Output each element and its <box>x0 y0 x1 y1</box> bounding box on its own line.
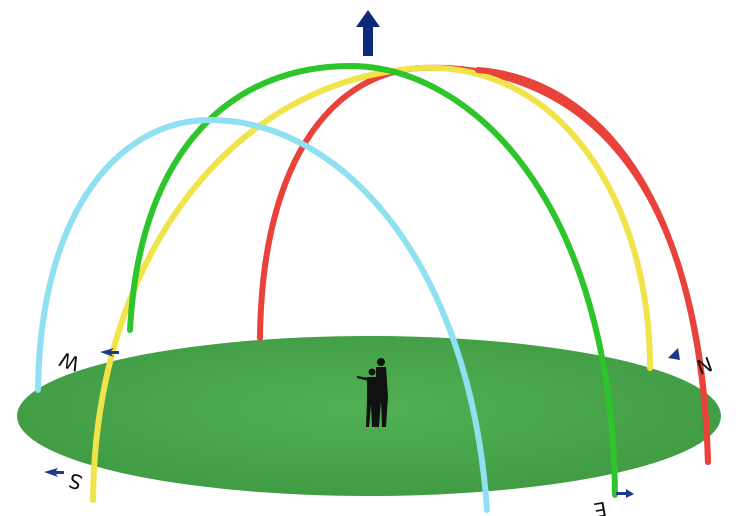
sun-path-diagram: W N S E <box>0 0 738 516</box>
south-arrow <box>44 468 64 477</box>
page: W N S E (() => { const data = JSON.parse… <box>0 0 738 516</box>
compass-south: S <box>65 468 85 495</box>
east-arrow <box>616 489 634 498</box>
zenith-arrow <box>356 10 380 56</box>
north-arrow <box>668 348 680 360</box>
compass-north: N <box>693 352 715 380</box>
compass-east: E <box>592 497 609 516</box>
